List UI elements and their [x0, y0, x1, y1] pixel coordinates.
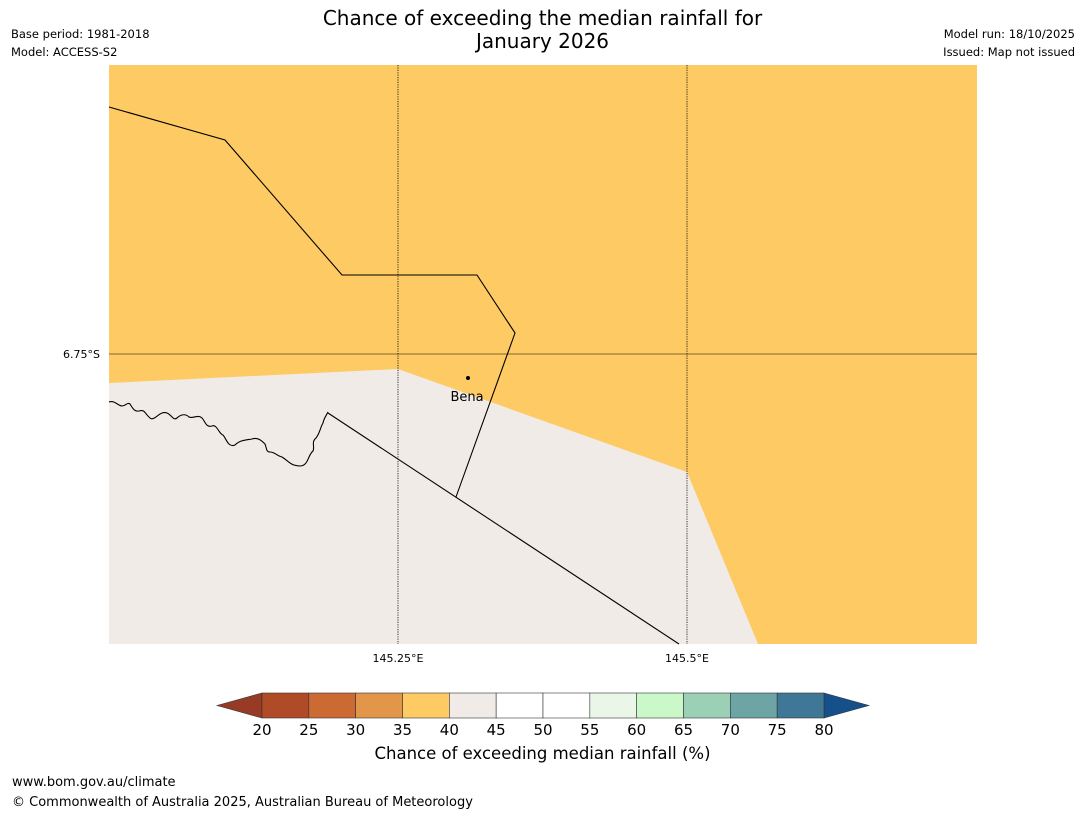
colorbar-swatch [730, 692, 778, 719]
model-run: Model run: 18/10/2025 [943, 27, 1075, 41]
colorbar-tick-label: 50 [533, 721, 552, 739]
region-near-median [109, 369, 758, 644]
lat-label: 6.75°S [63, 348, 100, 361]
colorbar-tick-label: 30 [346, 721, 365, 739]
meta-left: Base period: 1981-2018 Model: ACCESS-S2 [11, 25, 150, 61]
colorbar-swatch [683, 692, 731, 719]
province-boundary [327, 412, 680, 645]
colorbar-swatch [636, 692, 684, 719]
footer-copyright: © Commonwealth of Australia 2025, Austra… [12, 795, 473, 810]
model-name: Model: ACCESS-S2 [11, 45, 118, 59]
colorbar-low-arrow [215, 692, 263, 719]
title-line-2: January 2026 [475, 29, 610, 53]
colorbar-swatch [261, 692, 310, 719]
colorbar-tick-label: 75 [768, 721, 787, 739]
colorbar-swatch [402, 692, 450, 719]
colorbar-tick-label: 55 [580, 721, 599, 739]
colorbar-swatch [589, 692, 637, 719]
colorbar-tick-label: 40 [440, 721, 459, 739]
colorbar-tick-label: 25 [299, 721, 318, 739]
river-line [108, 401, 329, 467]
meta-right: Model run: 18/10/2025 Issued: Map not is… [943, 25, 1075, 61]
colorbar-swatch [495, 692, 544, 719]
colorbar-swatch [542, 692, 591, 719]
colorbar-tick-label: 65 [674, 721, 693, 739]
colorbar-swatch [449, 692, 497, 719]
colorbar-high-arrow [823, 692, 871, 719]
title-line-1: Chance of exceeding the median rainfall … [322, 6, 763, 30]
map-panel: Bena [108, 65, 977, 645]
bena-marker [466, 376, 470, 380]
colorbar: 20 25 30 35 40 45 50 55 60 65 70 75 80 [215, 692, 871, 739]
colorbar-tick-label: 45 [487, 721, 506, 739]
base-period: Base period: 1981-2018 [11, 27, 150, 41]
colorbar-swatch [308, 692, 356, 719]
issued-status: Issued: Map not issued [943, 45, 1075, 59]
bena-label: Bena [450, 390, 483, 405]
district-boundary [108, 106, 516, 498]
colorbar-tick-label: 60 [627, 721, 646, 739]
colorbar-tick-label: 80 [814, 721, 833, 739]
colorbar-label: Chance of exceeding median rainfall (%) [374, 744, 711, 763]
colorbar-tick-label: 70 [721, 721, 740, 739]
lon-label-2: 145.5°E [665, 652, 709, 665]
colorbar-swatch [776, 692, 825, 719]
colorbar-tick-label: 20 [252, 721, 271, 739]
colorbar-swatch [355, 692, 403, 719]
map-title: Chance of exceeding the median rainfall … [0, 7, 1085, 53]
lon-label-1: 145.25°E [373, 652, 424, 665]
colorbar-tick-label: 35 [393, 721, 412, 739]
footer-url[interactable]: www.bom.gov.au/climate [12, 775, 176, 790]
